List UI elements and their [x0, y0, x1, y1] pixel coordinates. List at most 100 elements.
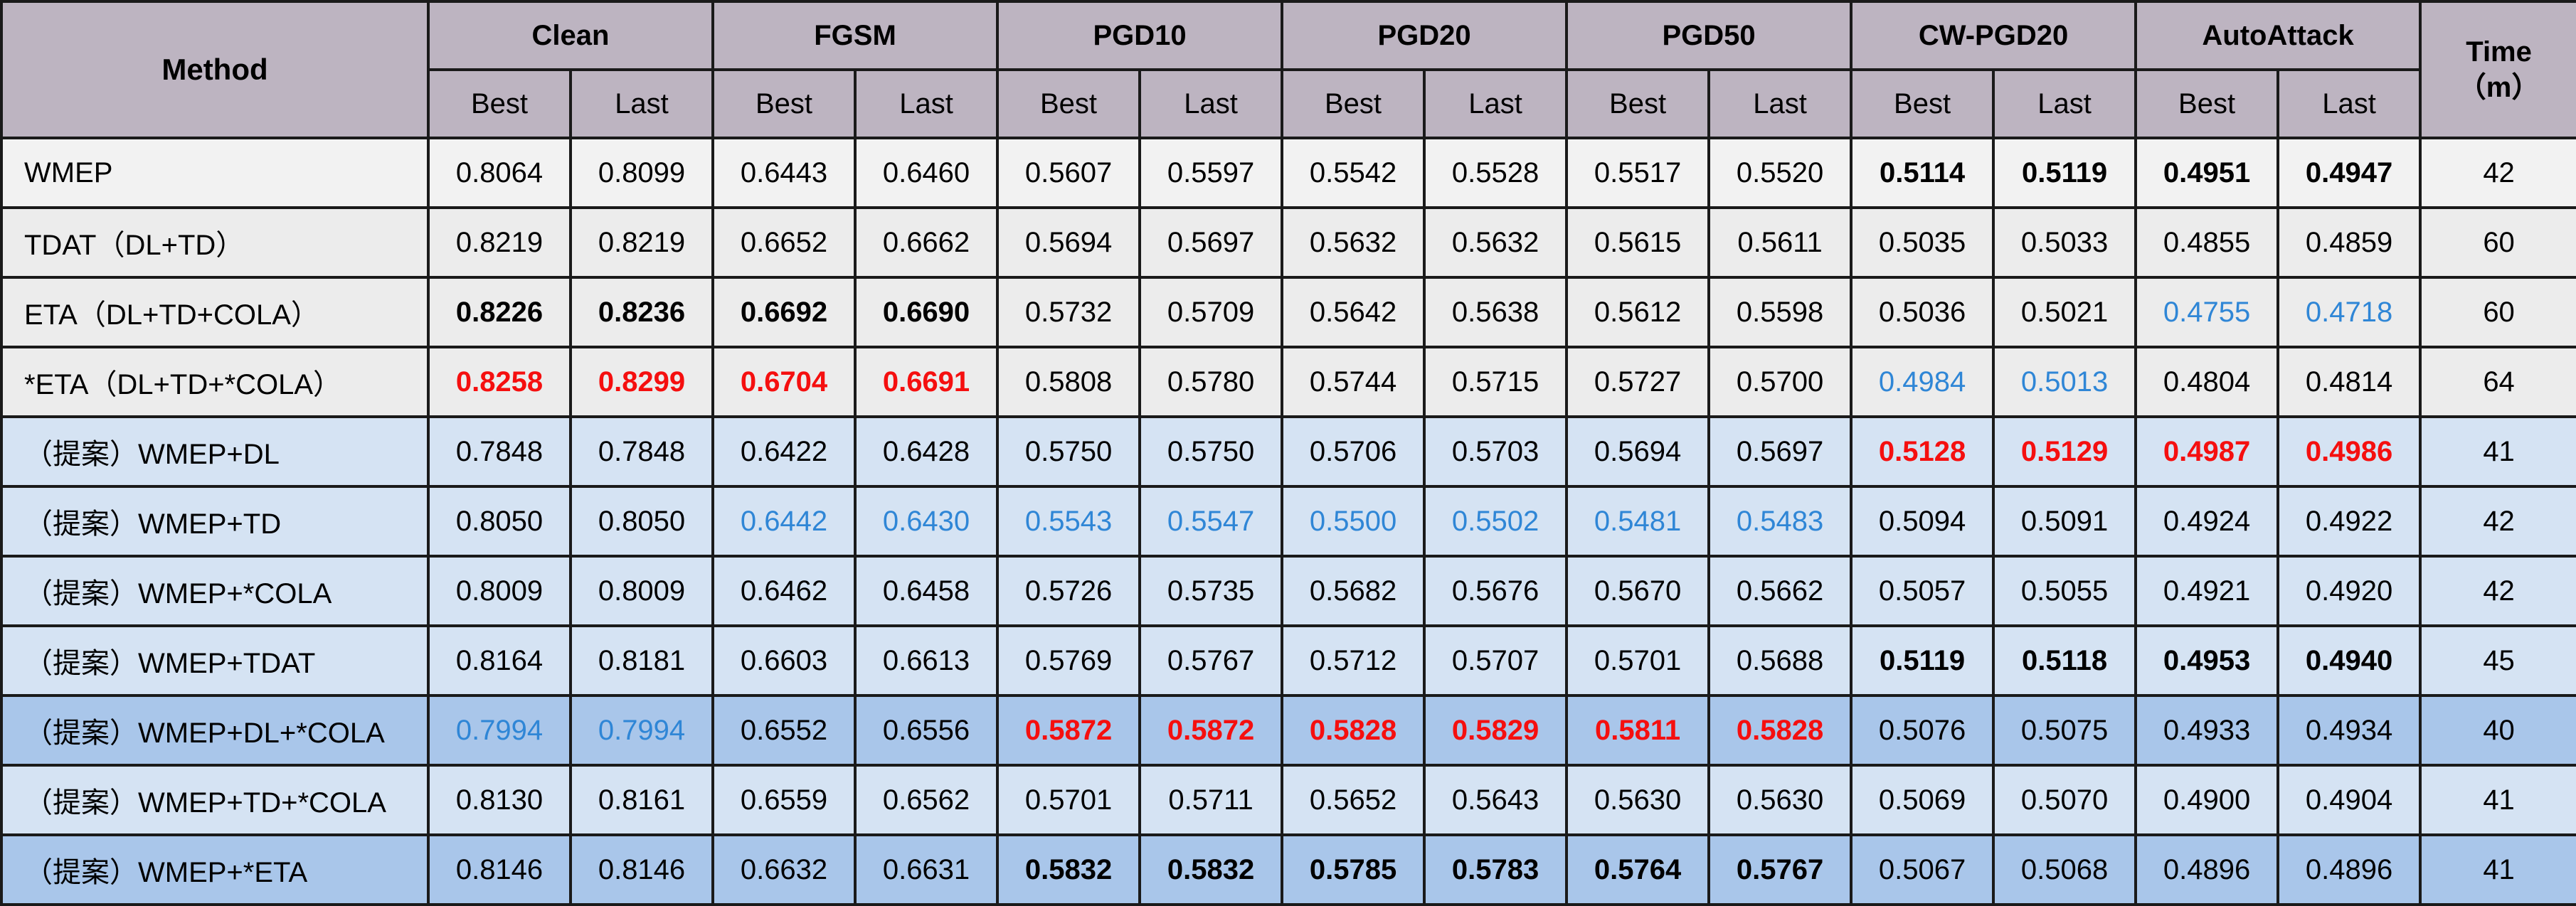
value-cell: 0.5694: [1565, 415, 1711, 488]
value-cell: 0.5780: [1138, 346, 1284, 418]
value-cell: 0.5872: [1138, 694, 1284, 767]
value-cell: 0.5069: [1850, 764, 1995, 836]
value-cell: 0.5638: [1423, 276, 1569, 348]
time-header: Time （m）: [2419, 0, 2576, 139]
time-header-unit: （m）: [2457, 72, 2540, 103]
value-cell: 0.4934: [2276, 694, 2422, 767]
method-cell: （提案）WMEP+DL: [0, 415, 430, 488]
table-row: （提案）WMEP+TDAT 0.8164 0.8181 0.6603 0.6613 0.5…: [0, 624, 2576, 697]
value-cell: 0.5517: [1565, 137, 1711, 209]
value-cell: 0.5067: [1850, 833, 1995, 906]
value-cell: 0.5094: [1850, 485, 1995, 558]
value-cell: 0.5701: [996, 764, 1142, 836]
value-cell: 0.8219: [427, 206, 572, 279]
value-cell: 0.5119: [1850, 624, 1995, 697]
value-cell: 0.5764: [1565, 833, 1711, 906]
value-cell: 0.8299: [569, 346, 714, 418]
value-cell: 0.5114: [1850, 137, 1995, 209]
value-cell: 0.8226: [427, 276, 572, 348]
value-cell: 0.8050: [427, 485, 572, 558]
value-cell: 0.5035: [1850, 206, 1995, 279]
method-cell: （提案）WMEP+DL+*COLA: [0, 694, 430, 767]
value-cell: 0.5021: [1992, 276, 2138, 348]
value-cell: 0.4900: [2134, 764, 2280, 836]
value-cell: 0.7994: [569, 694, 714, 767]
value-cell: 0.5701: [1565, 624, 1711, 697]
value-cell: 0.6603: [711, 624, 857, 697]
value-cell: 0.5703: [1423, 415, 1569, 488]
value-cell: 0.5709: [1138, 276, 1284, 348]
value-cell: 0.5785: [1281, 833, 1426, 906]
sub-header-last: Last: [1138, 68, 1284, 139]
value-cell: 0.5630: [1565, 764, 1711, 836]
group-header-pgd10: PGD10: [996, 0, 1284, 71]
method-cell: （提案）WMEP+TD+*COLA: [0, 764, 430, 836]
value-cell: 0.4920: [2276, 555, 2422, 627]
value-cell: 0.5033: [1992, 206, 2138, 279]
value-cell: 0.5832: [996, 833, 1142, 906]
table-header: Method Clean FGSM PGD10 PGD20 PGD50 CW-P…: [0, 0, 2576, 139]
value-cell: 0.5615: [1565, 206, 1711, 279]
value-cell: 0.5767: [1138, 624, 1284, 697]
value-cell: 0.5707: [1423, 624, 1569, 697]
value-cell: 0.6443: [711, 137, 857, 209]
value-cell: 0.5750: [1138, 415, 1284, 488]
value-cell: 0.5750: [996, 415, 1142, 488]
sub-header-last: Last: [2276, 68, 2422, 139]
group-header-pgd20: PGD20: [1281, 0, 1569, 71]
value-cell: 0.5706: [1281, 415, 1426, 488]
group-header-cw-pgd20: CW-PGD20: [1850, 0, 2138, 71]
value-cell: 0.8146: [427, 833, 572, 906]
table-row: *ETA（DL+TD+*COLA） 0.8258 0.8299 0.6704 0.669…: [0, 346, 2576, 418]
method-cell: （提案）WMEP+TD: [0, 485, 430, 558]
value-cell: 0.5055: [1992, 555, 2138, 627]
value-cell: 0.5829: [1423, 694, 1569, 767]
value-cell: 0.5694: [996, 206, 1142, 279]
value-cell: 0.6430: [853, 485, 1000, 558]
value-cell: 0.5828: [1281, 694, 1426, 767]
value-cell: 0.5070: [1992, 764, 2138, 836]
value-cell: 0.5643: [1423, 764, 1569, 836]
value-cell: 0.5598: [1707, 276, 1853, 348]
table-row: WMEP 0.8064 0.8099 0.6443 0.6460 0.5607 0.5597…: [0, 137, 2576, 209]
method-cell: *ETA（DL+TD+*COLA）: [0, 346, 430, 418]
value-cell: 0.6692: [711, 276, 857, 348]
group-header-pgd50: PGD50: [1565, 0, 1853, 71]
value-cell: 0.8009: [569, 555, 714, 627]
value-cell: 0.8164: [427, 624, 572, 697]
value-cell: 0.8146: [569, 833, 714, 906]
time-cell: 60: [2419, 276, 2576, 348]
value-cell: 0.5502: [1423, 485, 1569, 558]
value-cell: 0.5662: [1707, 555, 1853, 627]
time-cell: 64: [2419, 346, 2576, 418]
table-row: （提案）WMEP+DL 0.7848 0.7848 0.6422 0.6428 0.575…: [0, 415, 2576, 488]
value-cell: 0.5767: [1707, 833, 1853, 906]
value-cell: 0.5118: [1992, 624, 2138, 697]
table-row: （提案）WMEP+DL+*COLA 0.7994 0.7994 0.6552 0.655…: [0, 694, 2576, 767]
value-cell: 0.6613: [853, 624, 1000, 697]
value-cell: 0.4755: [2134, 276, 2280, 348]
value-cell: 0.5676: [1423, 555, 1569, 627]
sub-header-last: Last: [1707, 68, 1853, 139]
value-cell: 0.8161: [569, 764, 714, 836]
time-cell: 40: [2419, 694, 2576, 767]
value-cell: 0.4922: [2276, 485, 2422, 558]
value-cell: 0.5520: [1707, 137, 1853, 209]
value-cell: 0.5670: [1565, 555, 1711, 627]
group-header-autoattack: AutoAttack: [2134, 0, 2422, 71]
value-cell: 0.5481: [1565, 485, 1711, 558]
value-cell: 0.6562: [853, 764, 1000, 836]
method-cell: （提案）WMEP+*ETA: [0, 833, 430, 906]
value-cell: 0.6691: [853, 346, 1000, 418]
table-row: （提案）WMEP+*ETA 0.8146 0.8146 0.6632 0.6631 0.5…: [0, 833, 2576, 906]
value-cell: 0.5483: [1707, 485, 1853, 558]
value-cell: 0.5712: [1281, 624, 1426, 697]
value-cell: 0.8236: [569, 276, 714, 348]
value-cell: 0.5727: [1565, 346, 1711, 418]
value-cell: 0.5711: [1138, 764, 1284, 836]
time-cell: 60: [2419, 206, 2576, 279]
value-cell: 0.4984: [1850, 346, 1995, 418]
sub-header-best: Best: [1281, 68, 1426, 139]
value-cell: 0.6690: [853, 276, 1000, 348]
value-cell: 0.5700: [1707, 346, 1853, 418]
